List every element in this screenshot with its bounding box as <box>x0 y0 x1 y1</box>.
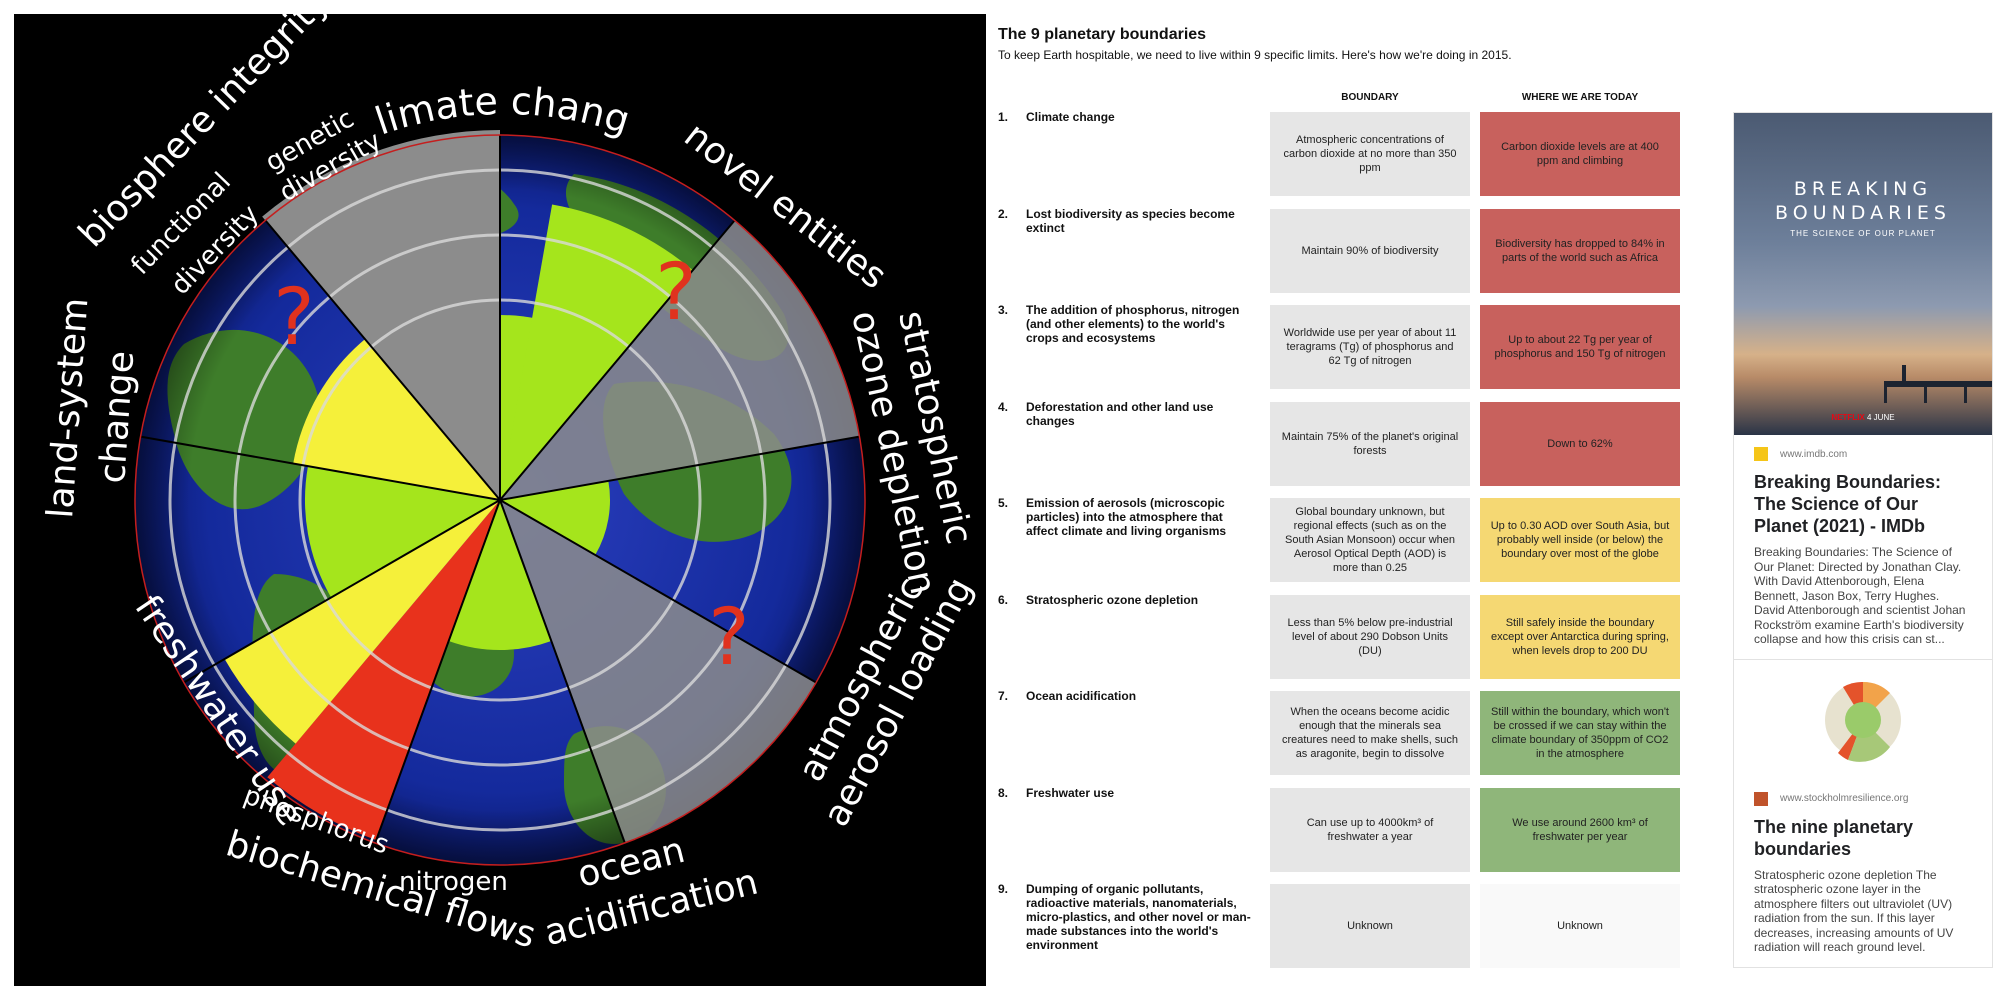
table-row: 8. Freshwater use Can use up to 4000km³ of… <box>998 786 1698 874</box>
table-row: 4. Deforestation and other land use chang… <box>998 400 1698 488</box>
row-label: Stratospheric ozone depletion <box>1026 592 1199 607</box>
result-title[interactable]: The nine planetary boundaries <box>1754 816 1914 859</box>
boundary-cell: Worldwide use per year of about 11 terag… <box>1270 305 1470 389</box>
poster-date-text: 4 JUNE <box>1867 413 1895 422</box>
boundary-cell: Less than 5% below pre-industrial level … <box>1270 594 1470 679</box>
row-label: Emission of aerosols (microscopic partic… <box>1026 496 1227 538</box>
status-cell: Still within the boundary, which won't b… <box>1480 691 1680 775</box>
segment-dividers <box>140 135 860 844</box>
table-row: 5. Emission of aerosols (microscopic part… <box>998 496 1698 584</box>
wedge-nitrogen <box>267 500 500 841</box>
row-number: 6. <box>998 592 1009 607</box>
row-number: 8. <box>998 785 1009 800</box>
boundary-cell: Global boundary unknown, but regional ef… <box>1270 498 1470 582</box>
column-header-boundary: BOUNDARY <box>1341 92 1399 103</box>
result-snippet: Stratospheric ozone depletion The strato… <box>1754 867 1954 955</box>
poster-title: BREAKING BOUNDARIES <box>1775 178 1951 224</box>
row-number: 1. <box>998 110 1009 124</box>
source-row[interactable]: www.imdb.com <box>1734 435 1992 467</box>
segment-divider <box>499 219 736 501</box>
boundary-cell: Maintain 75% of the planet's original fo… <box>1270 401 1470 486</box>
table-title: The 9 planetary boundaries <box>998 26 1207 43</box>
search-results-panel: BREAKING BOUNDARIES THE SCIENCE OF OUR P… <box>1733 112 1993 968</box>
result-title[interactable]: Breaking Boundaries: The Science of Our … <box>1754 472 1942 536</box>
result-card-imdb[interactable]: BREAKING BOUNDARIES THE SCIENCE OF OUR P… <box>1734 113 1992 660</box>
row-number: 9. <box>998 882 1009 896</box>
wedge-ozone <box>500 480 610 555</box>
table-row: 7. Ocean acidification When the oceans bec… <box>998 689 1698 777</box>
row-number: 7. <box>998 689 1009 703</box>
boundary-cell: When the oceans become acidic enough tha… <box>1270 691 1470 775</box>
row-label: Ocean acidification <box>1026 689 1137 703</box>
wheel-graphic: ? ? ? climate change novel entities stra… <box>14 14 981 956</box>
label-change: change <box>92 350 142 485</box>
status-cell: We use around 2600 km³ of freshwater per… <box>1480 787 1680 872</box>
source-url[interactable]: www.imdb.com <box>1780 448 1848 460</box>
wedge-phosphorus <box>224 500 500 744</box>
segment-divider <box>264 219 501 501</box>
boundaries-table: The 9 planetary boundaries To keep Earth… <box>998 0 1698 1004</box>
boundary-cell: Unknown <box>1270 884 1470 968</box>
imdb-favicon-icon <box>1754 447 1768 461</box>
wedge-novel-entities <box>500 220 860 500</box>
row-label: Dumping of organic pollutants, radioacti… <box>1026 882 1251 952</box>
segment-divider <box>499 499 817 684</box>
boundary-cell: Atmospheric concentrations of carbon dio… <box>1270 112 1470 196</box>
table-row: 3. The addition of phosphorus, nitrogen (… <box>998 303 1698 391</box>
netflix-logo: NETFLIX <box>1831 413 1865 422</box>
wedge-aerosol <box>500 500 817 843</box>
status-cell: Carbon dioxide levels are at 400 ppm and… <box>1480 112 1680 196</box>
table-row: 9. Dumping of organic pollutants, radioac… <box>998 882 1698 970</box>
status-cell: Still safely inside the boundary except … <box>1480 594 1680 679</box>
row-label: Lost biodiversity as species become exti… <box>1026 206 1235 235</box>
status-cell: Down to 62% <box>1480 401 1680 486</box>
row-label: Climate change <box>1026 110 1115 124</box>
poster-date: NETFLIX 4 JUNE <box>1734 413 1992 422</box>
column-header-today: WHERE WE ARE TODAY <box>1521 92 1639 103</box>
stockholm-favicon-icon <box>1754 791 1768 806</box>
status-cell: Up to about 22 Tg per year of phosphorus… <box>1480 305 1680 389</box>
unknown-mark-functional-diversity: ? <box>273 273 314 363</box>
segment-divider <box>499 499 626 844</box>
row-label: Deforestation and other land use changes <box>1026 399 1214 428</box>
table-row: 6. Stratospheric ozone depletion Less than… <box>998 593 1698 681</box>
segment-divider <box>140 435 501 501</box>
row-label: Freshwater use <box>1026 785 1115 800</box>
mini-wheel-thumbnail <box>1825 681 1901 762</box>
wedge-freshwater <box>305 466 500 598</box>
unknown-mark-novel-entities: ? <box>655 248 696 338</box>
result-snippet: Breaking Boundaries: The Science of Our … <box>1754 545 1966 646</box>
segment-divider <box>499 435 860 501</box>
segment-divider <box>183 499 501 684</box>
label-land-system: land-system <box>40 296 96 519</box>
result-card-stockholm[interactable]: www.stockholmresilience.org The nine pla… <box>1734 660 1992 967</box>
planetary-boundaries-wheel: ? ? ? climate change novel entities stra… <box>14 14 986 986</box>
poster-image[interactable]: BREAKING BOUNDARIES THE SCIENCE OF OUR P… <box>1734 113 1992 435</box>
row-label: The addition of phosphorus, nitrogen (an… <box>1026 303 1240 345</box>
label-nitrogen: nitrogen <box>399 867 508 897</box>
boundary-cell: Maintain 90% of biodiversity <box>1270 208 1470 293</box>
outer-boundary-ring <box>134 134 866 866</box>
source-url[interactable]: www.stockholmresilience.org <box>1780 793 1909 804</box>
segment-divider <box>374 499 501 844</box>
unknown-mark-aerosol: ? <box>708 593 749 683</box>
wedge-land-system <box>293 339 500 500</box>
table-row: 2. Lost biodiversity as species become ex… <box>998 207 1698 295</box>
wedge-ocean <box>448 500 552 650</box>
row-number: 3. <box>998 303 1009 317</box>
row-number: 2. <box>998 206 1009 221</box>
pier-silhouette <box>1884 365 1992 403</box>
table-subtitle: To keep Earth hospitable, we need to liv… <box>998 48 1512 62</box>
status-cell: Up to 0.30 AOD over South Asia, but prob… <box>1480 498 1680 582</box>
poster-subtitle: THE SCIENCE OF OUR PLANET <box>1790 229 1936 238</box>
source-row[interactable]: www.stockholmresilience.org <box>1734 780 1992 812</box>
table-row: 1. Climate change Atmospheric concentratio… <box>998 110 1698 198</box>
status-cell: Unknown <box>1480 884 1680 968</box>
status-cell: Biodiversity has dropped to 84% in parts… <box>1480 208 1680 293</box>
row-number: 4. <box>998 399 1009 414</box>
boundary-cell: Can use up to 4000km³ of freshwater a ye… <box>1270 787 1470 872</box>
thumbnail-image[interactable] <box>1734 660 1992 780</box>
row-number: 5. <box>998 496 1009 510</box>
